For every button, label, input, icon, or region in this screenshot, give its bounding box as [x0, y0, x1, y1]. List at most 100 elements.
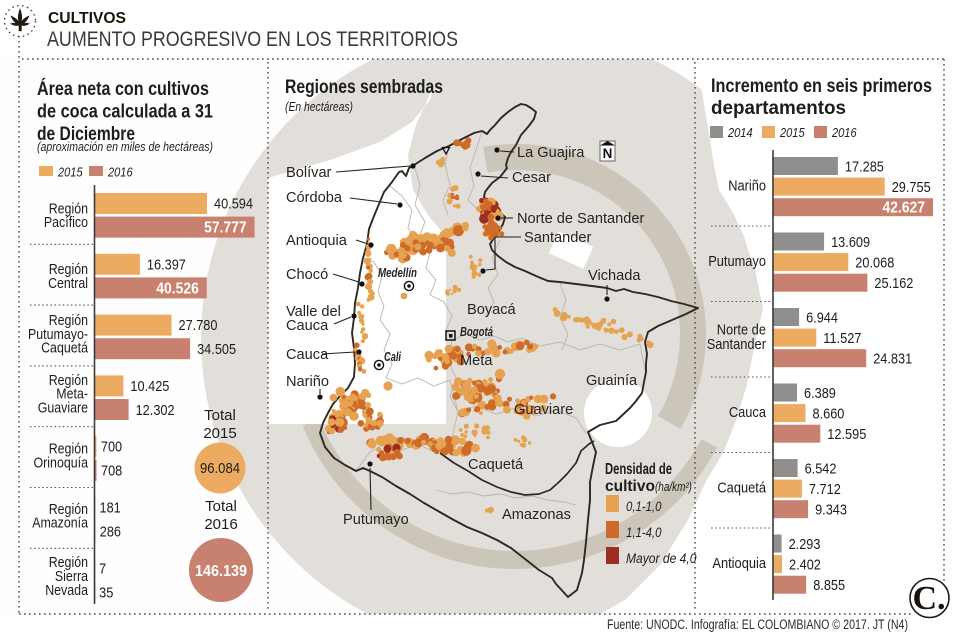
svg-text:2.402: 2.402: [789, 557, 821, 574]
svg-text:6.542: 6.542: [805, 461, 837, 478]
svg-text:Putumayo: Putumayo: [708, 254, 766, 270]
svg-text:Cauca: Cauca: [729, 405, 767, 421]
svg-text:Antioquia: Antioquia: [712, 556, 766, 572]
svg-text:57.777: 57.777: [204, 220, 247, 237]
svg-text:Putumayo-: Putumayo-: [28, 327, 88, 343]
svg-text:7: 7: [99, 560, 106, 577]
svg-text:10.425: 10.425: [130, 378, 169, 395]
svg-text:Bogotá: Bogotá: [460, 325, 493, 339]
svg-text:Santander: Santander: [707, 337, 766, 353]
svg-text:Región: Región: [49, 442, 88, 458]
svg-text:Área neta con cultivos: Área neta con cultivos: [37, 77, 209, 100]
svg-text:Región: Región: [49, 262, 88, 278]
svg-text:2016: 2016: [831, 125, 857, 140]
svg-text:16.397: 16.397: [147, 256, 186, 273]
svg-text:Total: Total: [204, 407, 236, 424]
svg-text:2016: 2016: [107, 165, 133, 180]
svg-text:Cauca: Cauca: [286, 347, 329, 363]
svg-text:Sierra: Sierra: [55, 569, 89, 585]
svg-text:Cesar: Cesar: [512, 170, 551, 186]
svg-text:Córdoba: Córdoba: [286, 190, 343, 206]
svg-text:Guaviare: Guaviare: [38, 400, 88, 416]
svg-text:Región: Región: [49, 555, 88, 571]
svg-text:Bolívar: Bolívar: [286, 165, 332, 181]
svg-text:(ha/km²): (ha/km²): [655, 480, 692, 494]
svg-text:8.855: 8.855: [813, 577, 845, 594]
svg-text:42.627: 42.627: [883, 200, 926, 217]
svg-text:Caquetá: Caquetá: [41, 341, 89, 357]
svg-text:27.780: 27.780: [179, 317, 218, 334]
svg-text:Medellín: Medellín: [378, 266, 417, 280]
svg-text:Región: Región: [49, 373, 88, 389]
svg-text:Caquetá: Caquetá: [468, 457, 524, 473]
svg-text:Densidad de: Densidad de: [605, 461, 672, 478]
svg-text:24.831: 24.831: [873, 351, 912, 368]
svg-text:181: 181: [100, 500, 121, 517]
svg-text:Santander: Santander: [524, 230, 591, 246]
svg-text:CULTIVOS: CULTIVOS: [48, 10, 126, 27]
svg-text:Total: Total: [205, 498, 237, 515]
svg-text:20.068: 20.068: [855, 255, 894, 272]
svg-text:2016: 2016: [204, 516, 237, 533]
svg-text:(En hectáreas): (En hectáreas): [285, 99, 353, 114]
svg-text:700: 700: [101, 439, 122, 456]
svg-text:2015: 2015: [779, 125, 805, 140]
svg-text:8.660: 8.660: [813, 406, 845, 423]
svg-text:Nariño: Nariño: [728, 179, 766, 195]
svg-text:Regiones sembradas: Regiones sembradas: [285, 76, 443, 98]
svg-text:11.527: 11.527: [823, 330, 861, 347]
svg-text:40.594: 40.594: [214, 196, 253, 213]
svg-text:Vichada: Vichada: [588, 268, 641, 284]
svg-text:6.389: 6.389: [804, 385, 836, 402]
svg-text:Guainía: Guainía: [586, 373, 638, 389]
svg-text:12.302: 12.302: [136, 402, 175, 419]
svg-text:2015: 2015: [203, 425, 236, 442]
svg-text:Valle del: Valle del: [286, 304, 341, 320]
svg-text:Guaviare: Guaviare: [514, 402, 573, 418]
svg-text:Fuente: UNODC. Infografía: EL: Fuente: UNODC. Infografía: EL COLOMBIANO…: [607, 617, 908, 632]
svg-text:1,1-4,0: 1,1-4,0: [626, 525, 662, 540]
svg-text:9.343: 9.343: [815, 502, 847, 519]
svg-text:Cauca: Cauca: [286, 318, 329, 334]
svg-text:2015: 2015: [57, 165, 83, 180]
svg-text:Norte de: Norte de: [717, 322, 766, 338]
svg-text:40.526: 40.526: [156, 280, 199, 297]
svg-text:Norte de Santander: Norte de Santander: [517, 211, 645, 227]
svg-text:Región: Región: [49, 313, 88, 329]
svg-text:0,1-1,0: 0,1-1,0: [626, 499, 662, 514]
svg-text:Putumayo: Putumayo: [343, 512, 409, 528]
svg-text:Antioquia: Antioquia: [286, 233, 348, 249]
svg-text:708: 708: [101, 463, 122, 480]
svg-text:Boyacá: Boyacá: [467, 302, 517, 318]
svg-text:Amazonas: Amazonas: [502, 507, 571, 523]
svg-text:La Guajira: La Guajira: [517, 145, 585, 161]
svg-text:cultivo: cultivo: [605, 478, 655, 495]
svg-text:(aproximación en miles de hect: (aproximación en miles de hectáreas): [37, 139, 213, 154]
svg-text:Cali: Cali: [384, 350, 401, 364]
svg-text:34.505: 34.505: [197, 341, 236, 358]
svg-text:Nevada: Nevada: [45, 583, 89, 599]
svg-text:AUMENTO PROGRESIVO EN LOS TERR: AUMENTO PROGRESIVO EN LOS TERRITORIOS: [47, 28, 458, 51]
svg-text:Incremento en seis primeros: Incremento en seis primeros: [711, 75, 932, 97]
svg-text:N: N: [603, 146, 613, 161]
svg-text:Región: Región: [49, 502, 88, 518]
svg-text:Mayor de 4,0: Mayor de 4,0: [626, 551, 697, 566]
svg-text:96.084: 96.084: [200, 461, 240, 477]
svg-text:C.: C.: [912, 580, 945, 617]
svg-text:de Diciembre: de Diciembre: [37, 123, 135, 145]
svg-text:Meta: Meta: [460, 353, 493, 369]
svg-text:departamentos: departamentos: [711, 97, 846, 119]
svg-text:29.755: 29.755: [892, 179, 931, 196]
svg-text:2014: 2014: [727, 125, 752, 140]
svg-text:17.285: 17.285: [845, 159, 884, 176]
svg-text:de coca calculada a 31: de coca calculada a 31: [37, 101, 213, 123]
svg-text:35: 35: [99, 584, 113, 601]
svg-text:12.595: 12.595: [827, 426, 866, 443]
svg-text:Meta-: Meta-: [56, 387, 88, 403]
svg-text:2.293: 2.293: [789, 536, 821, 553]
svg-text:Central: Central: [48, 276, 88, 292]
svg-text:13.609: 13.609: [831, 234, 870, 251]
svg-text:Orinoquía: Orinoquía: [34, 455, 89, 471]
svg-text:7.712: 7.712: [809, 481, 841, 498]
svg-text:25.162: 25.162: [874, 275, 913, 292]
